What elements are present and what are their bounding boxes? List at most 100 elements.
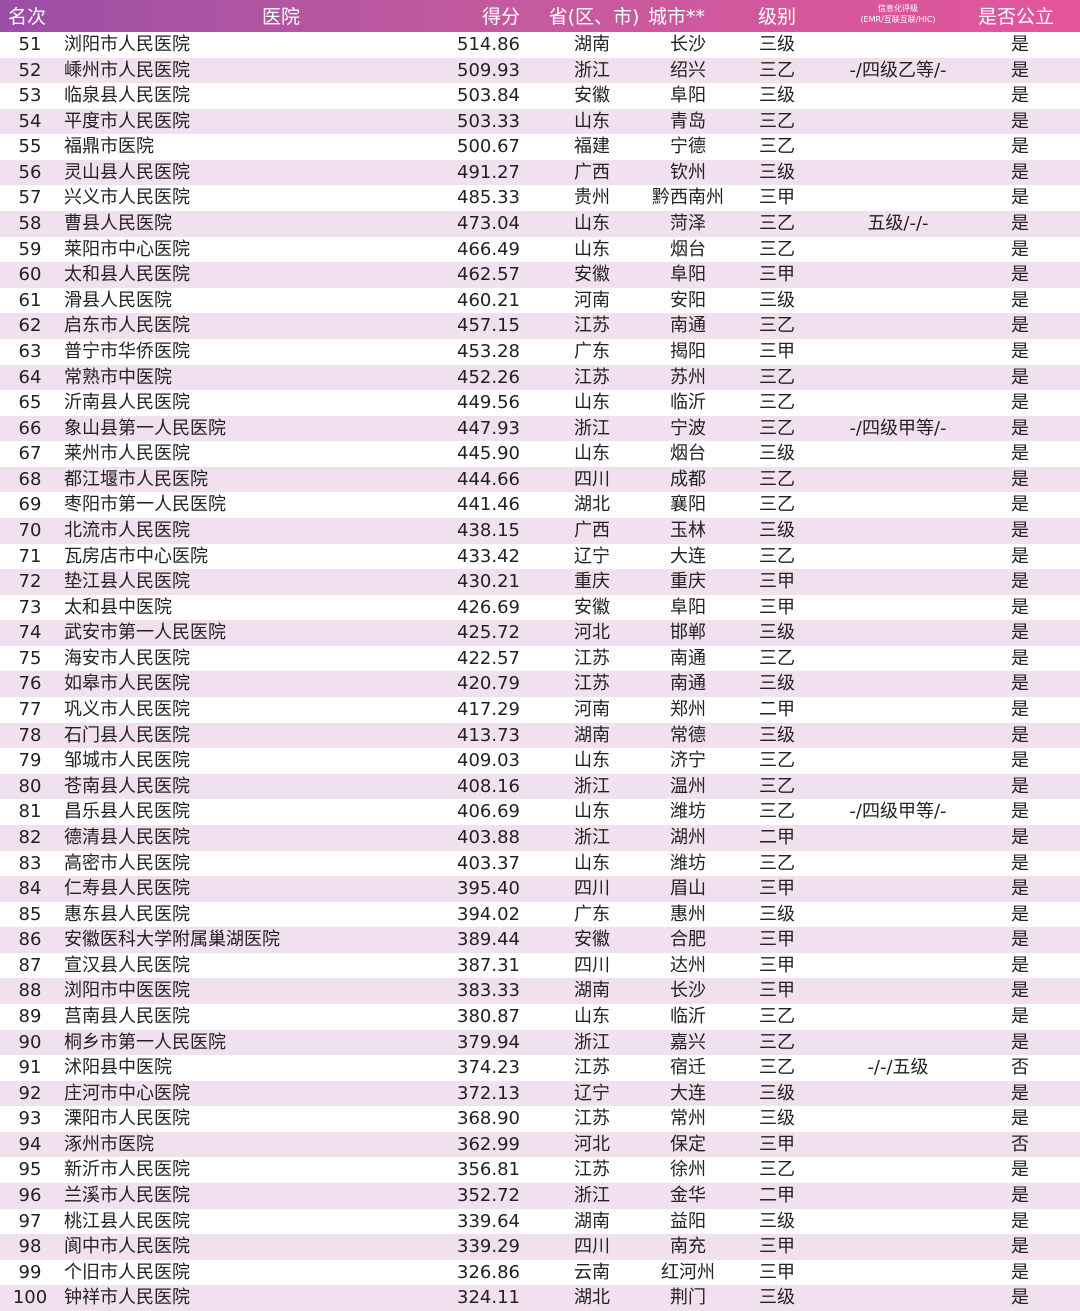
- table-row: 87 宣汉县人民医院 387.31 四川 达州 三甲 是: [0, 953, 1080, 979]
- public-cell: 是: [1011, 673, 1029, 695]
- province-cell: 河南: [574, 289, 610, 311]
- level-cell: 三乙: [759, 468, 795, 490]
- public-cell: 是: [1011, 622, 1029, 644]
- score-cell: 403.37: [457, 852, 520, 874]
- score-cell: 460.21: [457, 289, 520, 311]
- province-cell: 江苏: [574, 673, 610, 695]
- province-cell: 湖南: [574, 724, 610, 746]
- level-cell: 三乙: [759, 1159, 795, 1181]
- info-rating-cell: -/四级乙等/-: [849, 59, 947, 81]
- level-cell: 三甲: [759, 1133, 795, 1155]
- public-cell: 是: [1011, 903, 1029, 925]
- province-cell: 山东: [574, 1005, 610, 1027]
- header-level: 级别: [757, 6, 796, 28]
- province-cell: 福建: [574, 136, 610, 158]
- level-cell: 三甲: [759, 264, 795, 286]
- city-cell: 南充: [670, 1236, 706, 1258]
- header-info-line2: (EMR/互联互联/HIC): [860, 15, 936, 24]
- city-cell: 钦州: [670, 161, 706, 183]
- rank-cell: 87: [18, 954, 42, 976]
- city-cell: 合肥: [670, 929, 706, 951]
- score-cell: 444.66: [457, 468, 520, 490]
- public-cell: 否: [1011, 1057, 1029, 1079]
- city-cell: 烟台: [670, 238, 706, 260]
- score-cell: 408.16: [457, 775, 520, 797]
- table-row: 62 启东市人民医院 457.15 江苏 南通 三乙 是: [0, 313, 1080, 339]
- table-row: 88 浏阳市中医医院 383.33 湖南 长沙 三甲 是: [0, 978, 1080, 1004]
- rank-cell: 77: [18, 699, 42, 721]
- city-cell: 宁波: [670, 417, 706, 439]
- table-row: 99 个旧市人民医院 326.86 云南 红河州 三甲 是: [0, 1260, 1080, 1286]
- hospital-cell: 浏阳市人民医院: [64, 34, 190, 55]
- city-cell: 黔西南州: [652, 187, 724, 209]
- table-row: 58 曹县人民医院 473.04 山东 菏泽 三乙 五级/-/- 是: [0, 211, 1080, 237]
- score-cell: 438.15: [457, 519, 520, 541]
- level-cell: 三级: [759, 1287, 795, 1309]
- rank-cell: 98: [18, 1236, 42, 1258]
- hospital-cell: 溧阳市人民医院: [64, 1108, 190, 1130]
- city-cell: 绍兴: [670, 59, 706, 81]
- hospital-cell: 安徽医科大学附属巢湖医院: [64, 929, 280, 951]
- hospital-cell: 福鼎市医院: [64, 136, 154, 158]
- public-cell: 是: [1011, 417, 1029, 439]
- table-row: 53 临泉县人民医院 503.84 安徽 阜阳 三级 是: [0, 83, 1080, 109]
- public-cell: 是: [1011, 954, 1029, 976]
- public-cell: 是: [1011, 392, 1029, 414]
- rank-cell: 66: [18, 417, 42, 439]
- province-cell: 湖北: [574, 1287, 610, 1309]
- province-cell: 广西: [574, 161, 610, 183]
- score-cell: 509.93: [457, 59, 520, 81]
- province-cell: 湖南: [574, 1210, 610, 1232]
- rank-cell: 76: [18, 673, 42, 695]
- city-cell: 湖州: [670, 826, 706, 848]
- table-row: 64 常熟市中医院 452.26 江苏 苏州 三乙 是: [0, 364, 1080, 391]
- province-cell: 江苏: [574, 366, 610, 388]
- public-cell: 是: [1011, 468, 1029, 490]
- rank-cell: 71: [18, 545, 42, 567]
- hospital-cell: 太和县人民医院: [64, 264, 190, 286]
- table-row: 68 都江堰市人民医院 444.66 四川 成都 三乙 是: [0, 466, 1080, 493]
- score-cell: 362.99: [457, 1133, 520, 1155]
- province-cell: 四川: [574, 1236, 610, 1258]
- score-cell: 403.88: [457, 826, 520, 848]
- hospital-cell: 枣阳市第一人民医院: [64, 494, 226, 516]
- province-cell: 江苏: [574, 1108, 610, 1130]
- table-row: 65 沂南县人民医院 449.56 山东 临沂 三乙 是: [0, 390, 1080, 416]
- level-cell: 三级: [759, 161, 795, 183]
- hospital-cell: 德清县人民医院: [64, 826, 190, 848]
- level-cell: 三乙: [759, 852, 795, 874]
- public-cell: 是: [1011, 571, 1029, 593]
- province-cell: 浙江: [574, 59, 610, 81]
- score-cell: 356.81: [457, 1159, 520, 1181]
- score-cell: 457.15: [457, 315, 520, 337]
- rank-cell: 86: [18, 929, 42, 951]
- score-cell: 449.56: [457, 392, 520, 414]
- rank-cell: 62: [18, 315, 42, 337]
- hospital-cell: 瓦房店市中心医院: [64, 545, 208, 567]
- province-cell: 广东: [574, 340, 610, 362]
- level-cell: 三甲: [759, 571, 795, 593]
- rank-cell: 69: [18, 494, 42, 516]
- level-cell: 三级: [759, 1210, 795, 1232]
- hospital-cell: 滑县人民医院: [64, 289, 172, 311]
- province-cell: 山东: [574, 213, 610, 235]
- public-cell: 是: [1011, 699, 1029, 721]
- public-cell: 是: [1011, 1005, 1029, 1027]
- score-cell: 485.33: [457, 187, 520, 209]
- city-cell: 烟台: [670, 443, 706, 465]
- public-cell: 是: [1011, 315, 1029, 337]
- level-cell: 三甲: [759, 187, 795, 209]
- table-body: 51 浏阳市人民医院 514.86 湖南 长沙 三级是 52 嵊州市人民医院 509.93 浙江绍…: [0, 32, 1080, 1311]
- rank-cell: 93: [18, 1108, 42, 1130]
- score-cell: 387.31: [457, 954, 520, 976]
- table-row: 100 钟祥市人民医院 324.11 湖北 荆门 三级 是: [0, 1285, 1080, 1311]
- hospital-cell: 莒南县人民医院: [64, 1005, 190, 1027]
- score-cell: 395.40: [457, 878, 520, 900]
- header-info-rating: 信息化评级 (EMR/互联互联/HIC): [828, 3, 968, 25]
- score-cell: 422.57: [457, 647, 520, 669]
- rank-cell: 92: [18, 1082, 42, 1104]
- level-cell: 三级: [759, 85, 795, 107]
- table-row: 74 武安市第一人民医院 425.72 河北 邯郸 三级 是: [0, 620, 1080, 646]
- city-cell: 临沂: [670, 392, 706, 414]
- table-row: 63 普宁市华侨医院 453.28 广东 揭阳 三甲 是: [0, 339, 1080, 365]
